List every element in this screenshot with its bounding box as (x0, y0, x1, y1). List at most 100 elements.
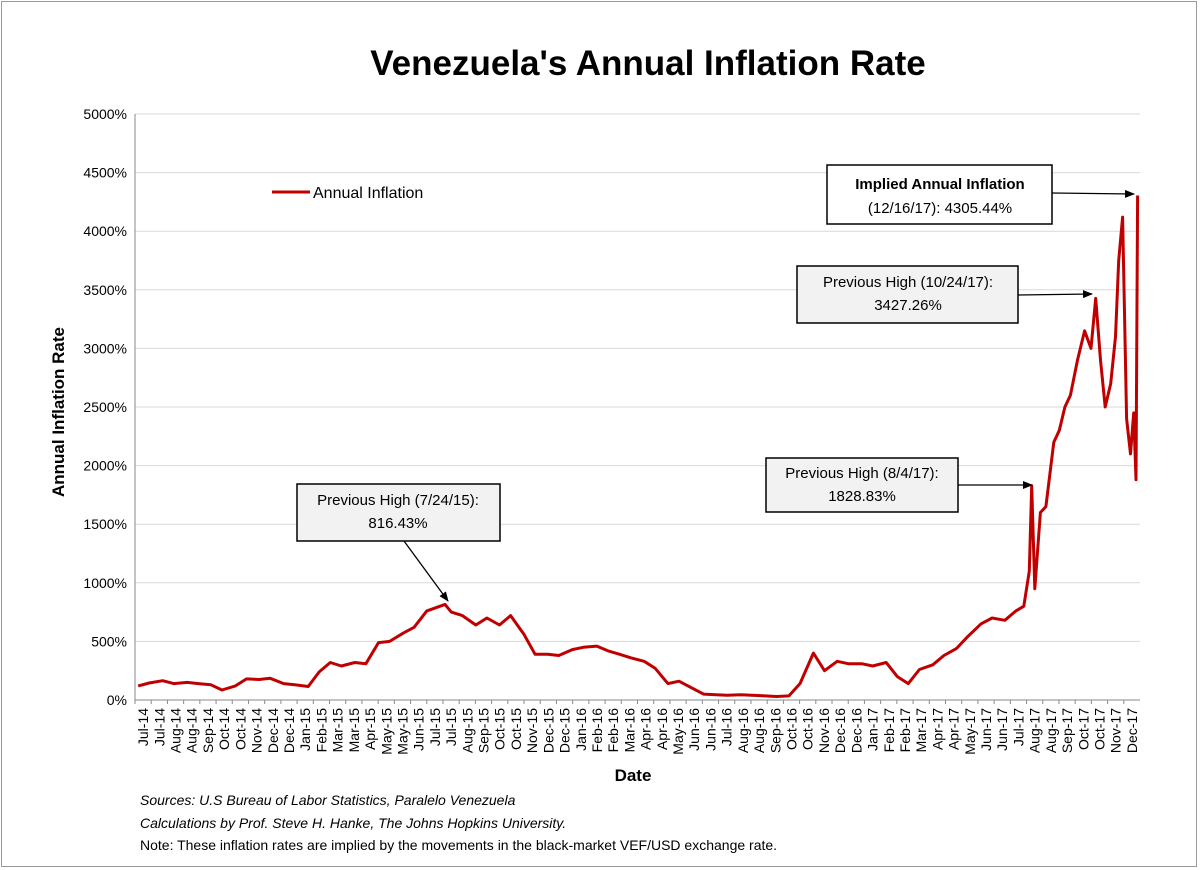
annotation-line1: Previous High (7/24/15): (317, 492, 479, 509)
annotation-line2: (12/16/17): 4305.44% (868, 200, 1012, 217)
annotation-high-aug-2017: Previous High (8/4/17): 1828.83% (765, 457, 1033, 513)
x-tick-label: May-15 (378, 708, 394, 755)
y-tick-label: 4000% (83, 223, 127, 239)
annotation-arrow (1051, 189, 1135, 198)
x-tick-label: Aug-15 (459, 708, 475, 753)
y-tick-label: 1000% (83, 575, 127, 591)
x-tick-label: Oct-16 (800, 708, 816, 750)
annotation-line1: Previous High (10/24/17): (823, 274, 993, 291)
annotation-high-oct-2017: Previous High (10/24/17): 3427.26% (796, 265, 1093, 324)
x-tick-label: Aug-16 (751, 708, 767, 753)
x-tick-label: Oct-14 (216, 708, 232, 750)
annotation-box (765, 457, 959, 513)
x-tick-label: Nov-14 (249, 708, 265, 753)
annotation-arrow (403, 540, 449, 602)
x-tick-label: Jul-15 (427, 708, 443, 746)
annotation-line2: 816.43% (368, 515, 427, 532)
y-axis-tick-labels: 0% 500% 1000% 1500% 2000% 2500% 3000% 3500% 4000… (83, 106, 127, 708)
x-tick-label: Jun-17 (978, 708, 994, 751)
x-tick-label: Aug-17 (1043, 708, 1059, 753)
x-tick-label: Jul-14 (151, 708, 167, 746)
y-tick-label: 2500% (83, 399, 127, 415)
x-tick-label: Feb-15 (313, 708, 329, 753)
annotation-line1: Implied Annual Inflation (855, 176, 1024, 193)
calculations-note: Calculations by Prof. Steve H. Hanke, Th… (140, 815, 567, 831)
x-tick-label: Mar-15 (346, 708, 362, 753)
x-tick-label: Dec-14 (281, 708, 297, 753)
x-tick-label: Dec-14 (265, 708, 281, 753)
x-tick-label: Jul-17 (1010, 708, 1026, 746)
y-tick-label: 3500% (83, 282, 127, 298)
x-tick-label: Aug-16 (735, 708, 751, 753)
x-tick-label: Apr-15 (362, 708, 378, 750)
y-tick-label: 5000% (83, 106, 127, 122)
x-tick-label: Apr-17 (946, 708, 962, 750)
x-tick-label: Feb-16 (589, 708, 605, 753)
series-line-annual-inflation (137, 195, 1140, 698)
annotation-line2: 3427.26% (874, 297, 942, 314)
y-tick-label: 3000% (83, 340, 127, 356)
annotation-line2: 1828.83% (828, 488, 896, 505)
x-axis-title: Date (615, 766, 652, 785)
x-tick-label: Oct-16 (783, 708, 799, 750)
x-tick-label: Oct-17 (1075, 708, 1091, 750)
annotation-implied-dec-2017: Implied Annual Inflation (12/16/17): 430… (826, 164, 1135, 225)
x-tick-label: Jun-15 (411, 708, 427, 751)
x-tick-label: Aug-14 (184, 708, 200, 753)
x-tick-label: Oct-15 (492, 708, 508, 750)
x-tick-label: Jan-15 (297, 708, 313, 751)
y-axis-title: Annual Inflation Rate (49, 327, 68, 497)
x-tick-label: Nov-17 (1108, 708, 1124, 753)
inflation-line-chart: Venezuela's Annual Inflation Rate 0% 500%… (49, 44, 1140, 785)
x-tick-label: Jul-14 (135, 708, 151, 746)
sources-note: Sources: U.S Bureau of Labor Statistics,… (140, 792, 516, 808)
x-tick-label: Mar-16 (621, 708, 637, 753)
x-tick-label: Feb-16 (605, 708, 621, 753)
annotation-line1: Previous High (8/4/17): (785, 465, 938, 482)
y-tick-label: 2000% (83, 458, 127, 474)
x-tick-label: Jan-17 (865, 708, 881, 751)
x-tick-label: Oct-15 (508, 708, 524, 750)
x-tick-label: Feb-17 (881, 708, 897, 753)
annotation-box (796, 265, 1019, 324)
x-tick-label: Apr-16 (638, 708, 654, 750)
x-tick-label: Mar-15 (330, 708, 346, 753)
legend: Annual Inflation (272, 185, 423, 202)
x-tick-label: Jul-15 (443, 708, 459, 746)
x-tick-label: Nov-16 (816, 708, 832, 753)
y-tick-label: 500% (91, 633, 127, 649)
x-tick-label: Nov-15 (524, 708, 540, 753)
legend-label: Annual Inflation (313, 185, 423, 202)
x-tick-label: May-16 (670, 708, 686, 755)
annotation-high-2015: Previous High (7/24/15): 816.43% (296, 483, 501, 602)
x-tick-label: Apr-16 (654, 708, 670, 750)
x-tick-label: Sep-16 (767, 708, 783, 753)
x-tick-label: Jun-17 (994, 708, 1010, 751)
x-tick-label: Oct-14 (232, 708, 248, 750)
x-tick-label: May-17 (962, 708, 978, 755)
x-tick-label: Sep-17 (1059, 708, 1075, 753)
x-tick-label: Jun-16 (686, 708, 702, 751)
annotation-box (826, 164, 1053, 225)
x-tick-label: Sep-15 (476, 708, 492, 753)
x-tick-label: May-15 (394, 708, 410, 755)
x-tick-label: Apr-17 (929, 708, 945, 750)
x-tick-label: Dec-16 (832, 708, 848, 753)
x-tick-label: Jul-16 (719, 708, 735, 746)
y-tick-label: 4500% (83, 165, 127, 181)
x-tick-label: Mar-17 (913, 708, 929, 753)
x-tick-label: Jan-16 (573, 708, 589, 751)
x-tick-label: Jun-16 (702, 708, 718, 751)
y-tick-label: 1500% (83, 516, 127, 532)
x-axis-tick-labels: Jul-14 Jul-14 Aug-14 Aug-14 Sep-14 Oct-14 Oct-… (134, 700, 1140, 755)
x-tick-label: Feb-17 (897, 708, 913, 753)
y-tick-label: 0% (107, 692, 127, 708)
x-tick-label: Dec-17 (1124, 708, 1140, 753)
x-tick-label: Dec-16 (848, 708, 864, 753)
exchange-rate-note: Note: These inflation rates are implied … (140, 837, 778, 853)
annotation-arrow (1017, 290, 1093, 299)
x-tick-label: Aug-14 (168, 708, 184, 753)
x-tick-label: Dec-15 (557, 708, 573, 753)
chart-title: Venezuela's Annual Inflation Rate (370, 44, 925, 83)
